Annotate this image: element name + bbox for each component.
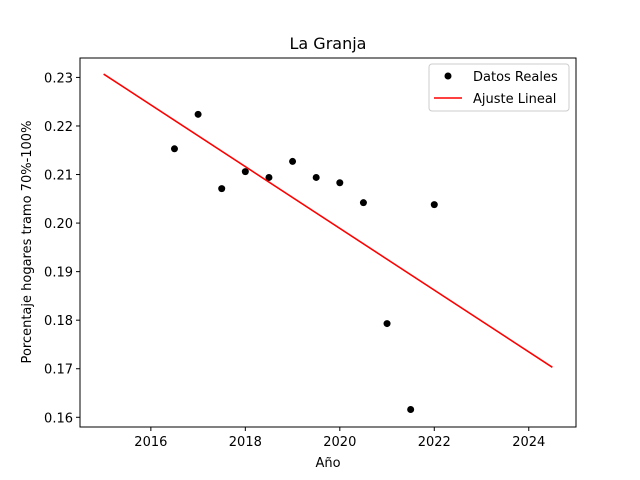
data-point: [430, 201, 438, 209]
y-axis-label: Porcentaje hogares tramo 70%-100%: [20, 121, 35, 364]
plot-area: [103, 73, 553, 414]
y-tick-label: 0.18: [44, 314, 73, 329]
y-tick-label: 0.16: [44, 411, 73, 426]
chart-title: La Granja: [290, 34, 367, 53]
y-tick-label: 0.17: [44, 363, 73, 378]
legend-marker-datos-reales: [444, 72, 452, 80]
legend: Datos Reales Ajuste Lineal: [428, 63, 570, 112]
axes-frame: [79, 57, 577, 428]
y-tick-label: 0.21: [44, 169, 73, 184]
y-tick-label: 0.20: [44, 217, 73, 232]
data-point: [336, 179, 344, 187]
y-tick-label: 0.23: [44, 71, 73, 86]
data-point: [194, 110, 202, 118]
fit-line: [103, 73, 553, 368]
legend-label-ajuste-lineal: Ajuste Lineal: [473, 92, 556, 107]
y-tick-label: 0.19: [44, 266, 73, 281]
data-point: [241, 168, 249, 176]
x-axis-label: Año: [315, 456, 340, 471]
data-point: [407, 406, 415, 414]
data-point: [218, 185, 226, 193]
x-tick-label: 2024: [512, 435, 545, 450]
x-tick-label: 2022: [418, 435, 451, 450]
x-tick-label: 2016: [134, 435, 167, 450]
y-tick-label: 0.22: [44, 120, 73, 135]
legend-box: [428, 63, 570, 112]
data-point: [265, 173, 273, 181]
x-tick-label: 2018: [229, 435, 262, 450]
legend-label-datos-reales: Datos Reales: [473, 70, 558, 85]
data-point: [289, 157, 297, 165]
x-tick-label: 2020: [323, 435, 356, 450]
data-point: [312, 173, 320, 181]
data-point: [359, 199, 367, 207]
data-point: [170, 145, 178, 153]
data-point: [383, 320, 391, 328]
